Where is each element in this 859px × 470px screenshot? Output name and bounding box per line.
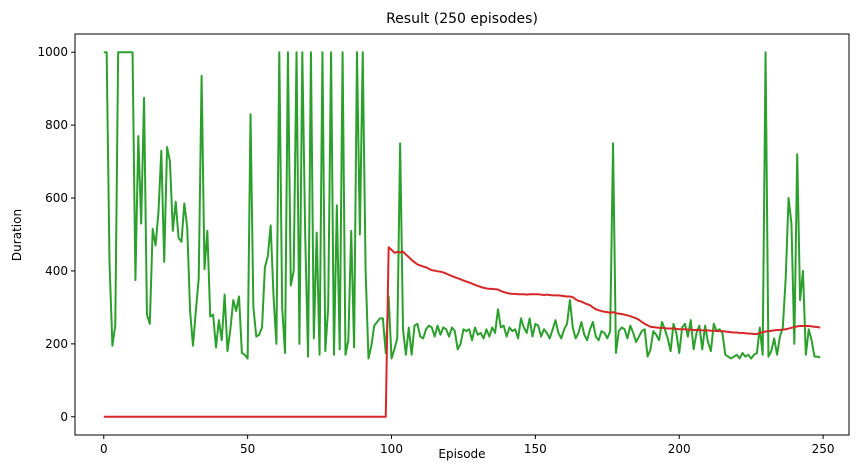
- y-tick-label: 1000: [37, 45, 68, 59]
- y-axis-label: Duration: [10, 209, 24, 261]
- x-tick-label: 250: [812, 442, 835, 456]
- series-layer: [103, 51, 821, 418]
- chart-title: Result (250 episodes): [386, 11, 538, 27]
- plot-frame: [74, 33, 850, 436]
- series-line-2: [103, 246, 821, 418]
- x-tick-label: 100: [380, 442, 403, 456]
- y-tick-label: 800: [45, 118, 68, 132]
- x-axis-label: Episode: [438, 447, 485, 461]
- series-line-1: [103, 51, 821, 360]
- x-tick-label: 150: [524, 442, 547, 456]
- y-tick-label: 0: [60, 410, 68, 424]
- x-tick-label: 200: [668, 442, 691, 456]
- x-tick-label: 0: [100, 442, 108, 456]
- x-tick-label: 50: [240, 442, 255, 456]
- plot-background: [75, 34, 849, 435]
- y-tick-label: 400: [45, 264, 68, 278]
- y-tick-label: 600: [45, 191, 68, 205]
- ticks-layer: 0 50 100 150 200 250 0 200 400 600 800 1000: [37, 45, 834, 456]
- y-tick-label: 200: [45, 337, 68, 351]
